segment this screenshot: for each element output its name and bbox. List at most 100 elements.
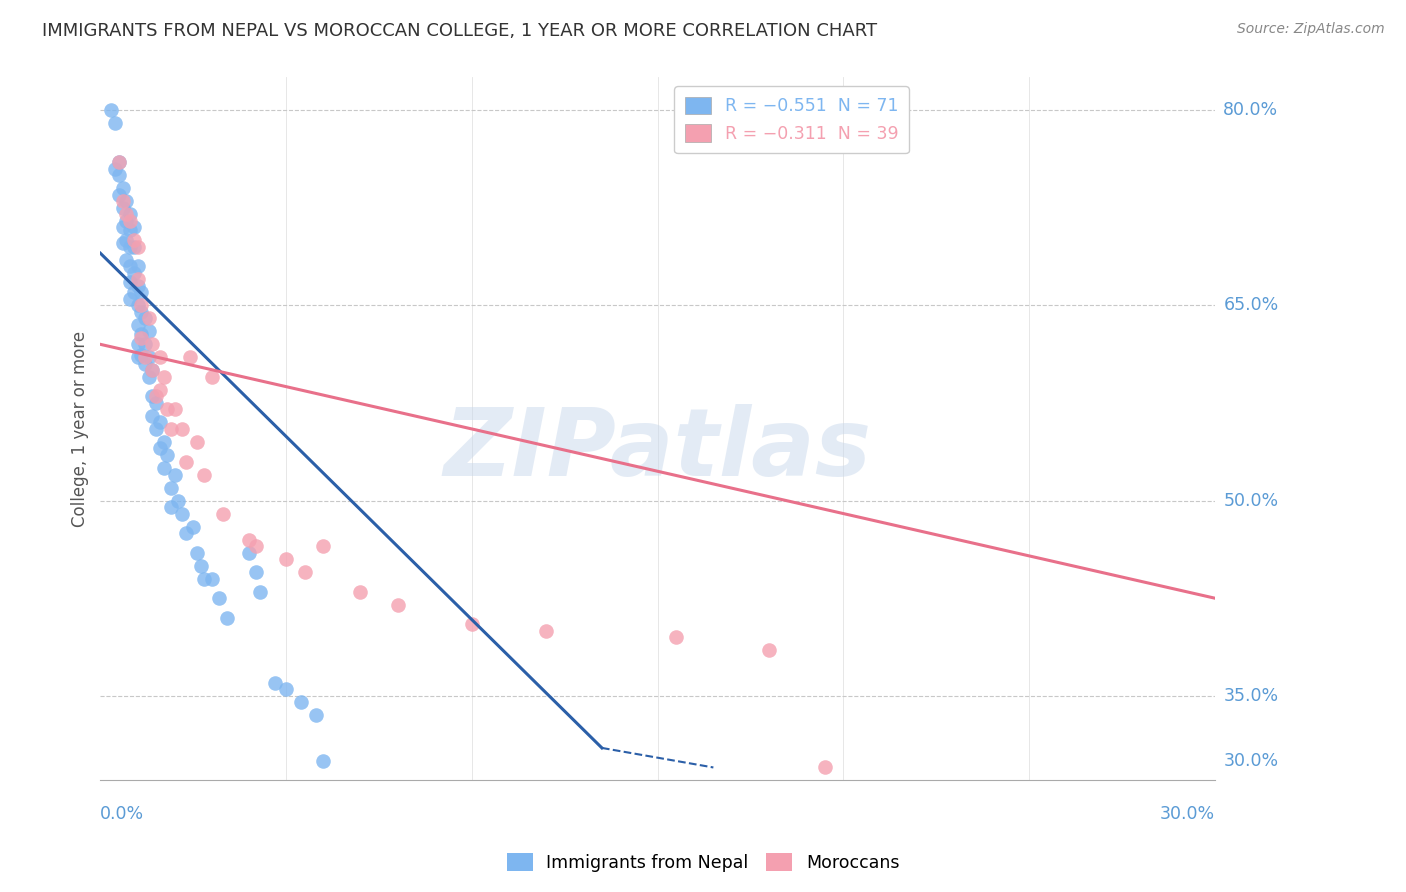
Point bbox=[149, 383, 172, 397]
Point bbox=[122, 240, 145, 254]
Point bbox=[305, 708, 328, 723]
Y-axis label: College, 1 year or more: College, 1 year or more bbox=[72, 331, 89, 527]
Point bbox=[145, 422, 167, 436]
Point bbox=[100, 103, 122, 117]
Point bbox=[264, 676, 287, 690]
Point bbox=[160, 481, 183, 495]
Point bbox=[129, 285, 152, 300]
Point bbox=[120, 292, 142, 306]
Legend: Immigrants from Nepal, Moroccans: Immigrants from Nepal, Moroccans bbox=[499, 847, 907, 879]
Point bbox=[108, 155, 131, 169]
Point bbox=[129, 331, 152, 345]
Point bbox=[115, 252, 138, 267]
Point bbox=[145, 389, 167, 403]
Text: 50.0%: 50.0% bbox=[1223, 491, 1278, 509]
Point bbox=[193, 467, 215, 482]
Point bbox=[111, 235, 134, 250]
Text: IMMIGRANTS FROM NEPAL VS MOROCCAN COLLEGE, 1 YEAR OR MORE CORRELATION CHART: IMMIGRANTS FROM NEPAL VS MOROCCAN COLLEG… bbox=[42, 22, 877, 40]
Point bbox=[274, 552, 297, 566]
Point bbox=[120, 223, 142, 237]
Point bbox=[134, 311, 156, 326]
Point bbox=[534, 624, 557, 638]
Text: 80.0%: 80.0% bbox=[1223, 101, 1278, 119]
Point bbox=[122, 220, 145, 235]
Text: ZIPatlas: ZIPatlas bbox=[443, 404, 872, 496]
Point bbox=[141, 337, 163, 351]
Point bbox=[115, 194, 138, 208]
Point bbox=[141, 409, 163, 423]
Point bbox=[179, 351, 201, 365]
Point bbox=[141, 363, 163, 377]
Point bbox=[238, 546, 260, 560]
Point bbox=[156, 448, 179, 462]
Point bbox=[138, 311, 160, 326]
Point bbox=[152, 370, 174, 384]
Point bbox=[174, 526, 197, 541]
Point bbox=[115, 207, 138, 221]
Point bbox=[145, 396, 167, 410]
Point bbox=[115, 213, 138, 227]
Point bbox=[108, 187, 131, 202]
Point bbox=[134, 357, 156, 371]
Point bbox=[138, 370, 160, 384]
Text: 30.0%: 30.0% bbox=[1223, 752, 1278, 770]
Point bbox=[758, 643, 780, 657]
Point bbox=[215, 611, 238, 625]
Point bbox=[120, 240, 142, 254]
Point bbox=[127, 278, 149, 293]
Point bbox=[120, 259, 142, 273]
Point bbox=[149, 351, 172, 365]
Point bbox=[138, 351, 160, 365]
Point bbox=[172, 507, 194, 521]
Point bbox=[141, 389, 163, 403]
Point bbox=[290, 695, 312, 709]
Point bbox=[111, 220, 134, 235]
Point bbox=[186, 546, 208, 560]
Point bbox=[163, 402, 186, 417]
Text: 30.0%: 30.0% bbox=[1160, 805, 1215, 823]
Point bbox=[120, 275, 142, 289]
Point bbox=[387, 598, 409, 612]
Point bbox=[201, 370, 224, 384]
Point bbox=[120, 213, 142, 227]
Point bbox=[152, 461, 174, 475]
Point bbox=[152, 434, 174, 449]
Point bbox=[461, 617, 484, 632]
Point bbox=[115, 233, 138, 247]
Point bbox=[190, 558, 212, 573]
Point bbox=[120, 207, 142, 221]
Point bbox=[127, 240, 149, 254]
Point bbox=[129, 298, 152, 312]
Text: Source: ZipAtlas.com: Source: ZipAtlas.com bbox=[1237, 22, 1385, 37]
Point bbox=[138, 324, 160, 338]
Point bbox=[129, 348, 152, 362]
Point bbox=[127, 351, 149, 365]
Point bbox=[181, 519, 204, 533]
Text: 35.0%: 35.0% bbox=[1223, 687, 1278, 705]
Point bbox=[127, 337, 149, 351]
Point bbox=[245, 565, 267, 579]
Point bbox=[294, 565, 316, 579]
Point bbox=[212, 507, 235, 521]
Text: 0.0%: 0.0% bbox=[100, 805, 145, 823]
Text: 65.0%: 65.0% bbox=[1223, 296, 1278, 314]
Point bbox=[122, 233, 145, 247]
Point bbox=[141, 363, 163, 377]
Point bbox=[108, 155, 131, 169]
Point bbox=[108, 168, 131, 182]
Point bbox=[201, 572, 224, 586]
Point bbox=[129, 305, 152, 319]
Point bbox=[129, 326, 152, 341]
Point bbox=[274, 682, 297, 697]
Point bbox=[186, 434, 208, 449]
Point bbox=[312, 754, 335, 768]
Point bbox=[111, 181, 134, 195]
Point bbox=[172, 422, 194, 436]
Point bbox=[349, 584, 371, 599]
Point bbox=[160, 500, 183, 514]
Point bbox=[208, 591, 231, 606]
Point bbox=[238, 533, 260, 547]
Point bbox=[167, 493, 190, 508]
Point bbox=[127, 298, 149, 312]
Point bbox=[127, 272, 149, 286]
